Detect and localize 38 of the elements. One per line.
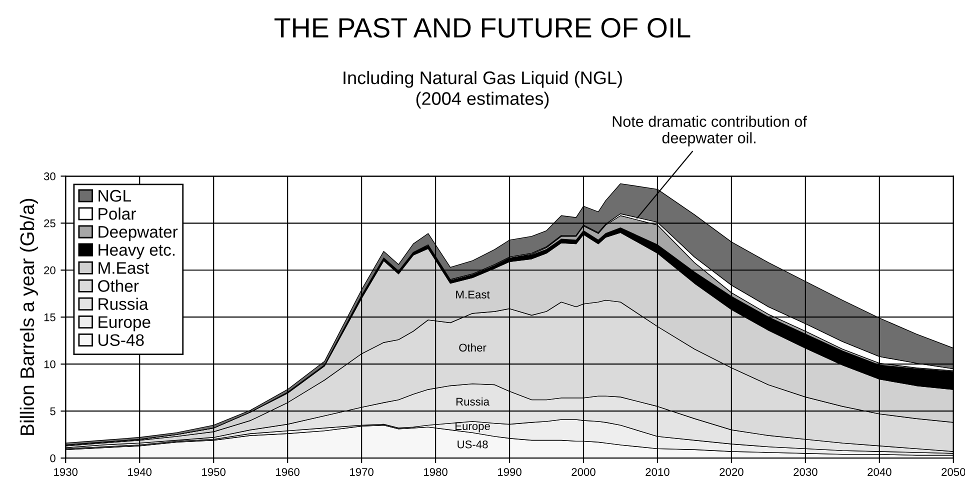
legend-label: Heavy etc.: [98, 244, 174, 260]
annotation: US-48: [458, 440, 488, 448]
x-tick-label: 1990: [498, 468, 522, 476]
legend-label: Other: [98, 280, 139, 292]
x-tick-label: 2000: [572, 468, 596, 476]
y-tick-label: 25: [44, 219, 56, 228]
y-tick-label: 15: [44, 313, 56, 322]
annotation: M.East: [456, 290, 490, 298]
x-tick-label: 2020: [720, 468, 744, 476]
x-tick-label: 1930: [54, 468, 78, 476]
annotation: Other: [459, 343, 486, 352]
x-tick-label: 1970: [350, 468, 374, 476]
y-tick-label: 20: [44, 266, 56, 274]
legend-label: Polar: [98, 208, 136, 220]
legend-label: Russia: [98, 298, 148, 310]
x-tick-label: 1960: [276, 468, 300, 476]
annotation: Note dramatic contribution of deepwater oil.: [612, 116, 807, 146]
x-tick-label: 2050: [942, 468, 965, 476]
chart-title: THE PAST AND FUTURE OF OIL: [274, 18, 690, 38]
y-tick-label: 5: [50, 407, 56, 416]
y-tick-label: 30: [44, 172, 56, 180]
y-axis-title: Billion Barrels a year (Gb/a): [20, 198, 38, 435]
legend-label: NGL: [98, 190, 132, 202]
legend-label: M.East: [98, 262, 150, 274]
x-tick-label: 1980: [424, 468, 448, 476]
legend-label: Deepwater: [98, 226, 178, 242]
x-tick-label: 1940: [128, 468, 152, 476]
x-tick-label: 1950: [202, 468, 226, 476]
x-tick-label: 2040: [868, 468, 892, 476]
chart-subtitle: Including Natural Gas Liquid (NGL) (2004 estimates): [344, 70, 622, 109]
legend-label: Europe: [98, 316, 150, 332]
x-tick-label: 2010: [646, 468, 670, 476]
annotation: Russia: [456, 397, 490, 406]
x-tick-label: 2030: [794, 468, 818, 476]
y-tick-label: 10: [44, 360, 56, 368]
annotation: Europe: [456, 422, 490, 432]
legend-label: US-48: [98, 334, 144, 346]
y-tick-label: 0: [50, 454, 56, 462]
